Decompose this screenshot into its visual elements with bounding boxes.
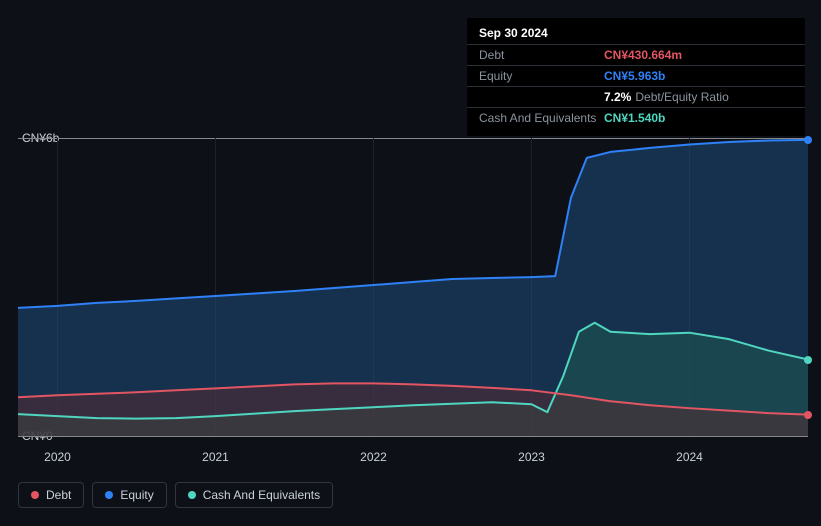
legend-label: Debt <box>46 488 71 502</box>
tooltip-label <box>479 90 604 104</box>
legend-item[interactable]: Cash And Equivalents <box>175 482 333 508</box>
series-end-marker <box>804 356 812 364</box>
tooltip-row: 7.2%Debt/Equity Ratio <box>467 86 805 107</box>
x-axis-label: 2023 <box>518 450 545 464</box>
x-axis: 2020 2021 2022 2023 2024 <box>18 436 808 466</box>
x-axis-label: 2021 <box>202 450 229 464</box>
legend-item[interactable]: Equity <box>92 482 166 508</box>
chart-container: Sep 30 2024 DebtCN¥430.664mEquityCN¥5.96… <box>0 0 821 526</box>
tooltip-card: Sep 30 2024 DebtCN¥430.664mEquityCN¥5.96… <box>467 18 805 136</box>
tooltip-value: CN¥5.963b <box>604 69 665 83</box>
tooltip-value: CN¥1.540b <box>604 111 665 125</box>
tooltip-date: Sep 30 2024 <box>467 26 805 44</box>
legend-dot-icon <box>31 491 39 499</box>
tooltip-value: 7.2%Debt/Equity Ratio <box>604 90 729 104</box>
x-axis-label: 2020 <box>44 450 71 464</box>
legend-label: Cash And Equivalents <box>203 488 320 502</box>
tooltip-row: Cash And EquivalentsCN¥1.540b <box>467 107 805 128</box>
chart-plot[interactable] <box>18 138 808 436</box>
legend-item[interactable]: Debt <box>18 482 84 508</box>
legend-dot-icon <box>188 491 196 499</box>
tooltip-row: EquityCN¥5.963b <box>467 65 805 86</box>
tooltip-label: Cash And Equivalents <box>479 111 604 125</box>
series-end-marker <box>804 136 812 144</box>
tooltip-label: Equity <box>479 69 604 83</box>
legend-label: Equity <box>120 488 153 502</box>
series-end-marker <box>804 411 812 419</box>
legend: Debt Equity Cash And Equivalents <box>18 482 333 508</box>
x-axis-label: 2024 <box>676 450 703 464</box>
x-axis-label: 2022 <box>360 450 387 464</box>
tooltip-sub: Debt/Equity Ratio <box>635 90 728 104</box>
tooltip-row: DebtCN¥430.664m <box>467 44 805 65</box>
legend-dot-icon <box>105 491 113 499</box>
tooltip-value: CN¥430.664m <box>604 48 682 62</box>
tooltip-label: Debt <box>479 48 604 62</box>
